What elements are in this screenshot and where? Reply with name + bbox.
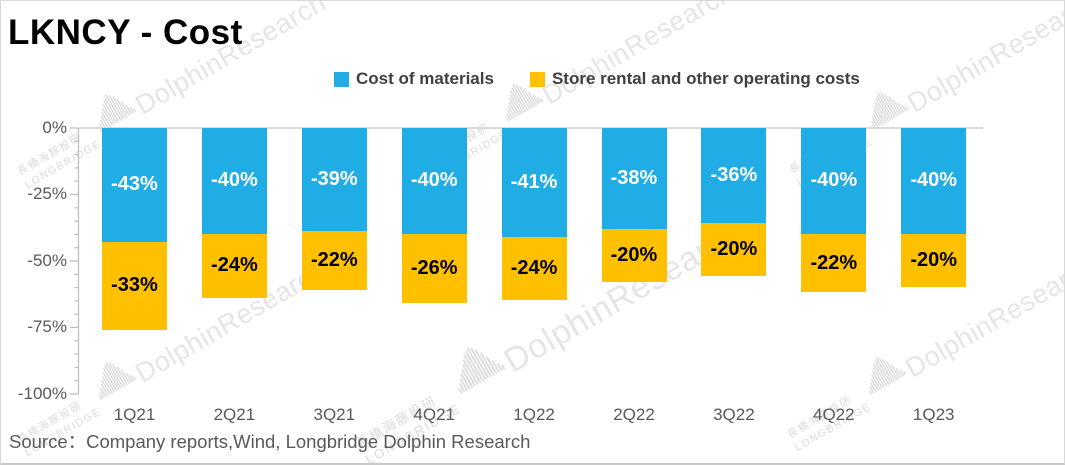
x-tick-label: 4Q21 <box>413 405 455 424</box>
bar-2Q21-store-rental: -24% <box>201 233 267 298</box>
bar-value-label: -24% <box>211 254 258 277</box>
bar-value-label: -26% <box>410 256 458 279</box>
x-tick-label: 1Q21 <box>113 405 156 424</box>
bar-1Q23-store-rental: -20% <box>901 233 967 288</box>
bar-2Q22-cost-of-materials: -38% <box>601 127 667 229</box>
legend-swatch-yellow-icon <box>529 71 545 87</box>
y-tick-label: -75% <box>27 317 67 336</box>
bar-3Q21-store-rental: -22% <box>301 231 367 290</box>
bar-1Q21-store-rental: -33% <box>102 241 167 330</box>
legend-swatch-blue-icon <box>334 71 349 87</box>
source-note: Source：Company reports,Wind, Longbridge … <box>9 431 531 452</box>
x-tick-label: 3Q21 <box>313 405 356 424</box>
bar-value-label: -40% <box>910 169 958 192</box>
x-tick-label: 4Q22 <box>813 405 855 424</box>
x-tick-label: 3Q22 <box>713 405 755 424</box>
bar-1Q22-cost-of-materials: -41% <box>501 127 567 237</box>
y-tick-label: -50% <box>27 250 67 270</box>
bar-4Q21-store-rental: -26% <box>401 233 467 304</box>
y-tick-label: -100% <box>17 383 67 403</box>
bar-value-label: -40% <box>211 169 258 192</box>
bar-1Q23-cost-of-materials: -40% <box>901 127 967 234</box>
x-tick-label: 1Q23 <box>912 405 955 424</box>
bar-3Q22-cost-of-materials: -36% <box>701 127 767 224</box>
bar-4Q22-cost-of-materials: -40% <box>801 127 867 234</box>
x-tick-label: 2Q22 <box>613 405 655 424</box>
bar-3Q21-cost-of-materials: -39% <box>301 127 367 232</box>
bar-value-label: -43% <box>111 173 158 196</box>
y-tick-label: 0% <box>42 117 67 137</box>
bar-value-label: -22% <box>810 251 858 274</box>
bar-2Q22-store-rental: -20% <box>601 228 667 282</box>
bar-4Q21-cost-of-materials: -40% <box>401 127 467 234</box>
bar-1Q21-cost-of-materials: -43% <box>102 127 167 242</box>
x-tick-label: 2Q21 <box>213 405 256 424</box>
x-tick-label: 1Q22 <box>513 405 555 424</box>
y-axis-line <box>70 126 80 395</box>
legend-label-cost-of-materials: Cost of materials <box>356 69 494 88</box>
bar-value-label: -24% <box>510 256 558 279</box>
bar-value-label: -40% <box>410 169 458 192</box>
bar-1Q22-store-rental: -24% <box>501 236 567 301</box>
bar-value-label: -22% <box>310 248 358 271</box>
bar-2Q21-cost-of-materials: -40% <box>201 127 267 234</box>
bar-value-label: -39% <box>310 167 358 190</box>
bar-3Q22-store-rental: -20% <box>701 223 767 277</box>
bar-value-label: -40% <box>810 169 858 192</box>
bar-value-label: -33% <box>111 274 158 297</box>
bar-value-label: -38% <box>610 166 658 189</box>
bar-4Q22-store-rental: -22% <box>801 233 867 293</box>
bar-value-label: -20% <box>910 248 958 271</box>
bar-value-label: -36% <box>710 163 758 186</box>
bar-value-label: -20% <box>610 243 658 266</box>
bar-value-label: -20% <box>710 238 758 261</box>
legend-item-cost-of-materials: Cost of materials <box>334 69 494 89</box>
chart-title: LKNCY - Cost <box>8 13 243 52</box>
legend-label-store-rental: Store rental and other operating costs <box>551 69 860 88</box>
legend: Cost of materials Store rental and other… <box>334 69 860 89</box>
legend-item-store-rental: Store rental and other operating costs <box>529 69 860 89</box>
bar-value-label: -41% <box>510 170 558 193</box>
y-tick-label: -25% <box>27 184 67 203</box>
